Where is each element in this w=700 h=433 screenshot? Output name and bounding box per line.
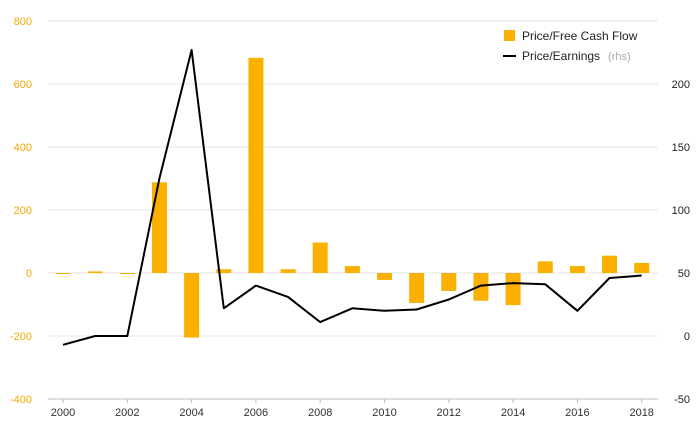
line-price-earnings — [62, 49, 642, 346]
bar-2018 — [634, 262, 650, 273]
x-tick-label: 2006 — [244, 407, 268, 419]
left-tick-label: 0 — [26, 268, 32, 280]
legend-label-price-earnings: Price/Earnings — [522, 49, 600, 63]
bar-2015 — [537, 261, 553, 273]
bar-2009 — [344, 266, 360, 273]
line-series — [62, 49, 642, 346]
bar-2010 — [377, 273, 392, 280]
right-tick-label: 100 — [672, 205, 690, 217]
legend-label-price-fcf: Price/Free Cash Flow — [522, 29, 638, 43]
bar-2016 — [569, 266, 585, 273]
bar-2011 — [409, 273, 425, 303]
left-tick-label: 600 — [14, 79, 32, 91]
x-tick-label: 2014 — [501, 407, 525, 419]
x-tick-label: 2002 — [115, 407, 139, 419]
right-tick-label: 150 — [672, 142, 690, 154]
right-tick-label: 200 — [672, 79, 690, 91]
bar-2005 — [216, 269, 232, 273]
bar-series — [55, 57, 650, 338]
right-tick-label: 50 — [678, 268, 690, 280]
gridlines — [48, 20, 658, 337]
legend-swatch-bar — [504, 30, 515, 41]
legend: Price/Free Cash Flow Price/Earnings (rhs… — [503, 29, 638, 64]
x-tick-label: 2016 — [565, 407, 589, 419]
right-tick-label: 0 — [684, 331, 690, 343]
bar-2003 — [151, 182, 167, 273]
left-tick-label: 200 — [14, 205, 32, 217]
bar-2006 — [248, 57, 264, 274]
left-tick-label: -400 — [10, 394, 32, 406]
x-tick-label: 2018 — [629, 407, 653, 419]
left-axis-ticks: 800 600 400 200 0 -200 -400 — [10, 16, 32, 406]
bar-2017 — [602, 255, 618, 273]
x-axis-ticks: 2000 2002 2004 2006 2008 2010 2012 2014 2016 2018 — [51, 399, 654, 419]
right-axis-ticks: 200 150 100 50 0 -50 — [672, 79, 690, 406]
legend-entry-price-earnings: Price/Earnings (rhs) — [522, 47, 631, 64]
legend-note-rhs: (rhs) — [608, 51, 631, 63]
x-tick-label: 2004 — [179, 407, 203, 419]
bar-2008 — [312, 242, 328, 273]
bar-2002 — [119, 273, 135, 274]
left-tick-label: 400 — [14, 142, 32, 154]
x-tick-label: 2010 — [372, 407, 396, 419]
bar-2013 — [473, 273, 489, 301]
x-tick-label: 2000 — [51, 407, 75, 419]
x-tick-label: 2012 — [437, 407, 461, 419]
bar-2007 — [280, 269, 296, 273]
bar-2012 — [441, 273, 457, 291]
bar-2004 — [184, 273, 200, 338]
right-tick-label: -50 — [674, 394, 690, 406]
bar-2000 — [55, 273, 71, 274]
bar-2014 — [505, 273, 521, 306]
x-tick-label: 2008 — [308, 407, 332, 419]
bar-2001 — [87, 271, 103, 273]
left-tick-label: 800 — [14, 16, 32, 28]
left-tick-label: -200 — [10, 331, 32, 343]
